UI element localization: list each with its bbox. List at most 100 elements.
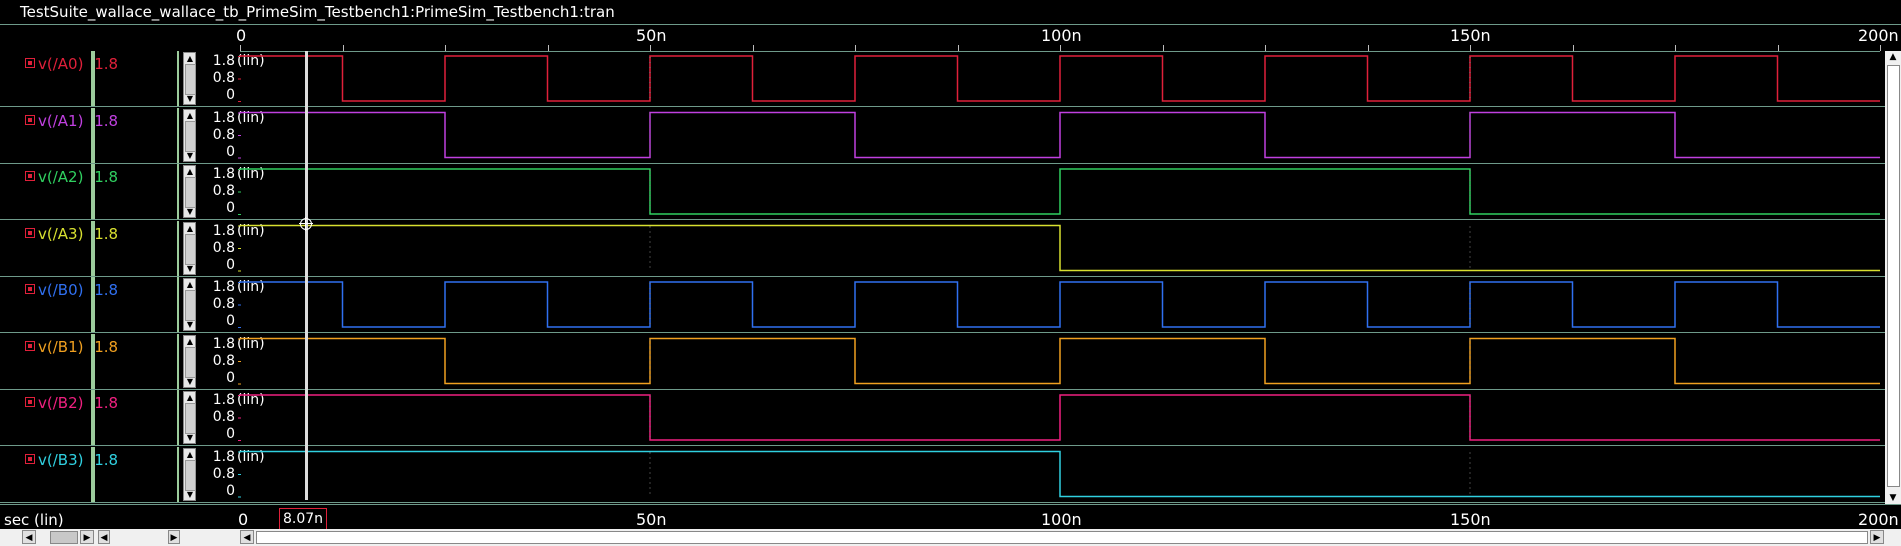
y-tick-label-max: 1.8: [212, 222, 235, 239]
label-scroll-left-icon[interactable]: ◀: [22, 530, 36, 544]
label-scroll-right-icon[interactable]: ▶: [80, 530, 94, 544]
row-scroll-thumb[interactable]: [185, 120, 196, 152]
y-axis-tick: [238, 304, 241, 306]
signal-name[interactable]: v(/B1): [38, 337, 84, 356]
y-axis-tick: [238, 78, 241, 80]
row-scrollbar[interactable]: ▲ ▼: [183, 278, 196, 331]
row-scrollbar[interactable]: ▲ ▼: [183, 108, 196, 162]
signal-marker-icon[interactable]: [25, 284, 35, 294]
waveform-trace[interactable]: [240, 337, 1880, 385]
y-axis-tick: [238, 496, 241, 498]
signal-name[interactable]: v(/A0): [38, 55, 84, 73]
label-divider: [91, 51, 95, 106]
signal-marker-icon[interactable]: [25, 453, 35, 464]
y-axis-tick: [238, 282, 241, 283]
signal-rows: v(/A0) 1.8 ▲ ▼ 1.8 0.8 0 (lin) v(/A1) 1.…: [0, 51, 1901, 504]
row-scroll-up-icon[interactable]: ▲: [186, 336, 194, 346]
waveform-trace[interactable]: [240, 224, 1880, 272]
row-scroll-down-icon[interactable]: ▼: [186, 207, 194, 216]
y-tick-label-min: 0: [226, 426, 235, 442]
y-tick-label-max: 1.8: [212, 166, 235, 182]
signal-name[interactable]: v(/A1): [38, 111, 84, 130]
row-scrollbar[interactable]: ▲ ▼: [183, 52, 196, 105]
scroll-down-icon[interactable]: ▼: [1889, 493, 1897, 503]
signal-marker-icon[interactable]: [25, 340, 35, 351]
signal-label[interactable]: v(/A3) 1.8: [25, 225, 118, 243]
y-tick-label-mid: 0.8: [212, 70, 235, 86]
row-scroll-thumb[interactable]: [185, 403, 196, 434]
row-scrollbar[interactable]: ▲ ▼: [183, 447, 196, 501]
row-scroll-thumb[interactable]: [185, 459, 196, 491]
vertical-scrollbar[interactable]: ▲ ▼: [1885, 51, 1901, 504]
signal-label[interactable]: v(/B1) 1.8: [25, 338, 118, 356]
row-scroll-down-icon[interactable]: ▼: [186, 263, 194, 273]
y-axis-tick: [238, 135, 241, 136]
time-cursor-line[interactable]: [304, 51, 308, 500]
signal-row: v(/B2) 1.8 ▲ ▼ 1.8 0.8 0 (lin): [0, 390, 1901, 446]
y-tick-label-mid: 0.8: [212, 465, 235, 482]
signal-marker-icon[interactable]: [25, 114, 35, 125]
row-scroll-thumb[interactable]: [185, 233, 196, 265]
row-scrollbar[interactable]: ▲ ▼: [183, 391, 196, 444]
row-scroll-thumb[interactable]: [185, 290, 196, 321]
row-scroll-thumb[interactable]: [185, 346, 196, 378]
label-scroll-right2-icon[interactable]: ▶: [168, 530, 180, 544]
signal-name[interactable]: v(/B0): [38, 281, 84, 299]
row-scroll-up-icon[interactable]: ▲: [186, 54, 194, 63]
signal-label[interactable]: v(/B0) 1.8: [25, 281, 118, 299]
waveform-trace[interactable]: [240, 55, 1880, 102]
y-tick-label-min: 0: [226, 482, 235, 499]
row-scroll-up-icon[interactable]: ▲: [186, 449, 194, 459]
row-scrollbar[interactable]: ▲ ▼: [183, 165, 196, 218]
scroll-up-icon[interactable]: ▲: [1889, 52, 1897, 62]
row-scroll-down-icon[interactable]: ▼: [186, 94, 194, 103]
row-scrollbar[interactable]: ▲ ▼: [183, 221, 196, 275]
horizontal-scrollbar[interactable]: ◀ ▶ ◀ ▶ ◀ ▶: [0, 529, 1901, 546]
vertical-scroll-thumb[interactable]: [1887, 65, 1900, 487]
row-scroll-up-icon[interactable]: ▲: [186, 110, 194, 120]
row-scroll-thumb[interactable]: [185, 177, 196, 208]
waveform-trace[interactable]: [240, 111, 1880, 159]
row-scroll-up-icon[interactable]: ▲: [186, 167, 194, 176]
signal-label[interactable]: v(/B2) 1.8: [25, 394, 118, 412]
plot-scroll-right-icon[interactable]: ▶: [1870, 530, 1884, 544]
y-tick-label-mid: 0.8: [212, 126, 235, 143]
signal-label[interactable]: v(/A2) 1.8: [25, 168, 118, 186]
time-axis-tick: [752, 45, 754, 51]
cursor-value-readout[interactable]: 8.07n: [279, 508, 327, 530]
signal-name[interactable]: v(/B2): [38, 394, 84, 412]
signal-marker-icon[interactable]: [25, 171, 35, 181]
signal-value: 1.8: [94, 111, 119, 130]
waveform-trace[interactable]: [240, 394, 1880, 441]
row-scroll-down-icon[interactable]: ▼: [186, 320, 194, 329]
row-scroll-up-icon[interactable]: ▲: [186, 223, 194, 233]
signal-marker-icon[interactable]: [25, 58, 35, 68]
signal-marker-icon[interactable]: [25, 227, 35, 238]
signal-marker-icon[interactable]: [25, 397, 35, 407]
signal-name[interactable]: v(/A3): [38, 224, 84, 243]
row-scroll-up-icon[interactable]: ▲: [186, 393, 194, 402]
y-axis-tick: [238, 451, 241, 453]
signal-name[interactable]: v(/A2): [38, 168, 84, 186]
plot-scroll-thumb[interactable]: [256, 531, 1868, 544]
plot-scroll-left-icon[interactable]: ◀: [240, 530, 254, 544]
cursor-crosshair-icon[interactable]: [299, 217, 314, 231]
row-scroll-down-icon[interactable]: ▼: [186, 489, 194, 499]
row-scroll-thumb[interactable]: [185, 64, 196, 95]
label-scroll-left2-icon[interactable]: ◀: [98, 530, 110, 544]
row-scroll-down-icon[interactable]: ▼: [186, 150, 194, 160]
signal-name[interactable]: v(/B3): [38, 450, 84, 469]
label-scroll-thumb[interactable]: [50, 531, 78, 544]
signal-label[interactable]: v(/A1) 1.8: [25, 112, 118, 130]
row-scrollbar[interactable]: ▲ ▼: [183, 334, 196, 388]
waveform-trace[interactable]: [240, 281, 1880, 328]
label-divider: [91, 390, 95, 445]
signal-label[interactable]: v(/B3) 1.8: [25, 451, 118, 469]
signal-label[interactable]: v(/A0) 1.8: [25, 55, 118, 73]
row-scroll-up-icon[interactable]: ▲: [186, 280, 194, 289]
row-scroll-down-icon[interactable]: ▼: [186, 376, 194, 386]
y-axis-tick: [238, 225, 241, 227]
row-scroll-down-icon[interactable]: ▼: [186, 433, 194, 442]
waveform-trace[interactable]: [240, 168, 1880, 215]
waveform-trace[interactable]: [240, 450, 1880, 498]
